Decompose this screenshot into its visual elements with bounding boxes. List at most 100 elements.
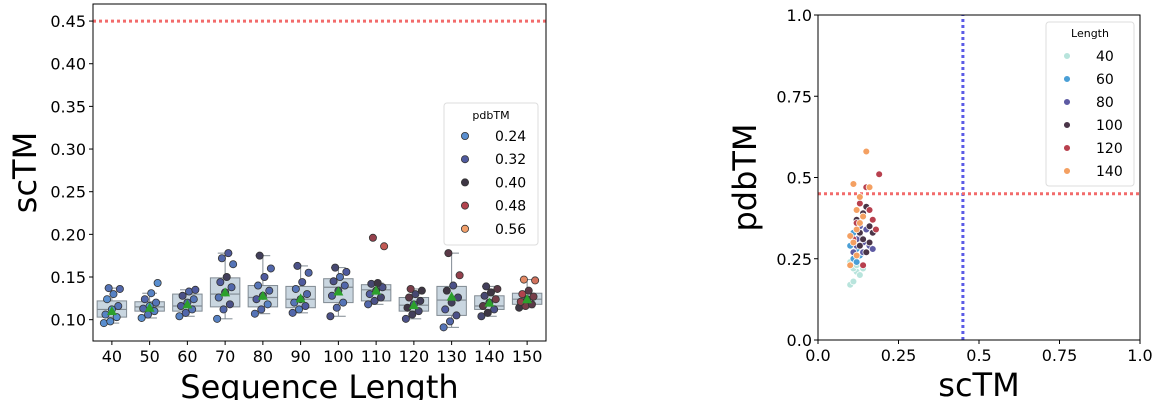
data-point	[178, 291, 187, 300]
data-point	[288, 308, 297, 317]
data-point	[265, 286, 274, 295]
x-tick-label: 110	[361, 347, 392, 366]
x-tick-label: 80	[253, 347, 273, 366]
data-point	[519, 275, 528, 284]
data-point	[329, 277, 338, 286]
data-point	[216, 278, 225, 287]
points-150	[515, 275, 540, 312]
x-tick-label: 70	[215, 347, 235, 366]
data-point	[103, 295, 112, 304]
legend-marker	[460, 201, 469, 210]
legend-label: 100	[1096, 118, 1123, 134]
data-point	[301, 302, 310, 311]
scatter-chart: 0.0 0.25 0.5 0.75 1.0 0.0 0.25 0.5 0.75 1.0 scTM pd…	[726, 6, 1153, 400]
data-point	[260, 273, 269, 282]
legend-title: pdbTM	[472, 109, 509, 122]
data-point	[486, 288, 495, 297]
data-point	[340, 281, 349, 290]
data-point	[370, 296, 379, 305]
data-point	[490, 305, 499, 314]
data-point	[153, 278, 162, 287]
data-point	[257, 305, 266, 314]
data-point	[846, 232, 854, 240]
data-point	[483, 308, 492, 317]
data-point	[401, 314, 410, 323]
y-axis-label: scTM	[6, 132, 44, 213]
data-point	[229, 260, 238, 269]
x-tick-label: 150	[512, 347, 543, 366]
mean-marker	[182, 299, 193, 309]
x-tick-label: 60	[177, 347, 197, 366]
data-point	[477, 312, 486, 321]
data-point	[442, 286, 451, 295]
data-point	[856, 193, 864, 201]
x-tick-label: 90	[290, 347, 310, 366]
data-point	[439, 323, 448, 332]
data-point	[406, 284, 415, 293]
data-point	[856, 199, 864, 208]
data-point	[106, 317, 115, 326]
data-point	[846, 261, 854, 270]
data-point	[408, 310, 417, 319]
legend-marker	[1063, 167, 1071, 175]
legend-label: 60	[1096, 72, 1114, 88]
data-point	[868, 216, 877, 224]
data-point	[859, 235, 867, 244]
data-point	[335, 273, 344, 282]
legend-marker	[1063, 121, 1071, 129]
data-point	[373, 278, 382, 287]
y-tick-label: 0.10	[50, 311, 86, 330]
data-point	[446, 317, 455, 326]
legend-marker	[460, 178, 469, 187]
data-point	[303, 290, 312, 299]
y-tick-label: 0.0	[787, 331, 812, 350]
y-tick-label: 0.5	[787, 169, 812, 188]
data-point	[449, 281, 458, 290]
mean-marker	[371, 285, 382, 295]
legend-label: 140	[1096, 164, 1123, 180]
data-point	[266, 264, 275, 273]
data-point	[852, 225, 861, 234]
box-130	[436, 252, 467, 328]
series-140	[846, 147, 874, 270]
data-point	[227, 283, 236, 292]
legend-marker	[1063, 144, 1071, 152]
data-point	[865, 238, 874, 247]
data-point	[224, 249, 233, 258]
data-point	[191, 285, 200, 294]
data-point	[868, 245, 877, 253]
data-point	[293, 261, 302, 270]
data-point	[112, 313, 121, 322]
x-tick-label: 0.25	[881, 346, 917, 365]
legend-marker	[460, 155, 469, 164]
legend-marker	[460, 224, 469, 233]
x-tick-label: 0.0	[805, 346, 830, 365]
legend-marker	[1063, 75, 1071, 83]
x-tick-label: 140	[474, 347, 505, 366]
data-point	[147, 289, 156, 298]
x-tick-label: 100	[323, 347, 354, 366]
data-point	[411, 290, 420, 299]
legend-marker	[460, 131, 469, 140]
x-tick-label: 0.75	[1042, 346, 1078, 365]
mean-marker	[484, 297, 495, 307]
mean-marker	[522, 294, 533, 304]
mean-marker	[333, 286, 344, 296]
data-point	[859, 212, 867, 221]
legend-marker	[1063, 52, 1071, 60]
plot-frame	[92, 3, 547, 342]
mean-marker	[295, 293, 306, 303]
data-point	[491, 295, 500, 304]
data-point	[181, 308, 190, 317]
data-point	[263, 300, 272, 309]
y-tick-label: 0.15	[50, 268, 86, 287]
y-tick-label: 1.0	[787, 6, 812, 25]
data-point	[852, 258, 861, 266]
data-point	[872, 225, 880, 234]
data-point	[417, 286, 426, 295]
data-point	[225, 300, 234, 309]
data-point	[364, 300, 373, 309]
data-point	[331, 263, 340, 272]
data-point	[291, 284, 300, 293]
